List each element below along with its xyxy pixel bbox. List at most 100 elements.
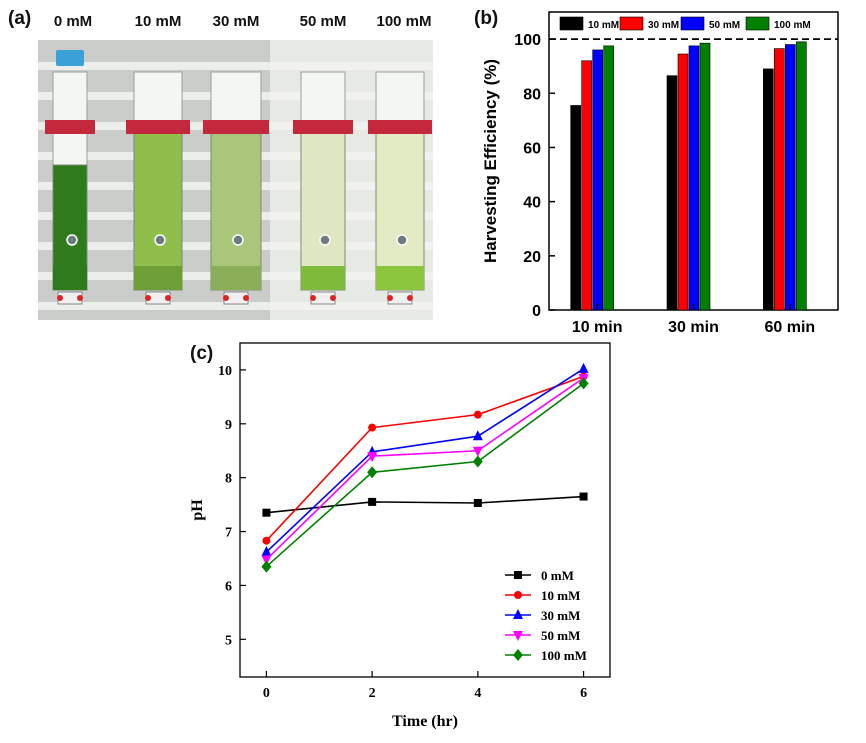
reactor-valve-knob xyxy=(407,295,413,301)
chart-b-legend-swatch xyxy=(559,16,584,31)
chart-b-legend-label: 50 mM xyxy=(709,20,740,31)
chart-b-bar xyxy=(666,75,678,311)
reactor-tube-sediment xyxy=(301,266,345,290)
chart-c-y-axis-label: pH xyxy=(189,499,206,521)
reactor-port xyxy=(66,234,78,246)
chart-c-y-tick-label: 6 xyxy=(225,579,232,594)
photo-rail xyxy=(38,92,433,100)
reactor-clamp xyxy=(45,120,95,134)
reactor-port xyxy=(232,234,244,246)
reactor-tube-sediment xyxy=(53,266,87,290)
chart-c-point xyxy=(367,466,378,479)
photo-rail xyxy=(38,122,433,130)
photo-rail xyxy=(38,302,433,310)
panel-label-b: (b) xyxy=(474,8,499,29)
photo-column-label: 0 mM xyxy=(54,13,92,30)
chart-b-legend-label: 10 mM xyxy=(588,20,619,31)
reactor-tube-glass xyxy=(133,71,183,173)
chart-c-legend-label: 100 mM xyxy=(541,648,587,663)
chart-b-legend-swatch xyxy=(680,16,705,31)
chart-c-point xyxy=(261,560,272,573)
chart-b-legend-swatch xyxy=(745,16,770,31)
reactor-cap xyxy=(56,50,84,66)
photo-background xyxy=(38,40,433,320)
chart-b-bar xyxy=(592,49,603,311)
reactor-clamp xyxy=(203,120,269,134)
chart-c-series-line xyxy=(265,377,585,561)
reactor-tube-glass xyxy=(210,71,262,173)
reactor-tube-culture xyxy=(375,129,425,291)
reactor-clamp xyxy=(293,120,353,134)
reactor-port xyxy=(319,234,331,246)
chart-c-legend-marker xyxy=(514,591,522,599)
reactor-valve-knob xyxy=(310,295,316,301)
chart-c-point xyxy=(578,374,589,385)
chart-c-y-tick-label: 10 xyxy=(218,364,232,379)
chart-c-point xyxy=(473,498,482,507)
reactor-valve-knob xyxy=(145,295,151,301)
reactor-tube-sediment xyxy=(376,266,424,290)
chart-b-y-tick-label: 40 xyxy=(523,195,541,212)
reactor-valve xyxy=(223,291,249,305)
chart-c-point xyxy=(578,377,589,390)
chart-b-bar xyxy=(785,44,796,311)
chart-b-bar xyxy=(796,41,807,311)
panel-label-a: (a) xyxy=(8,8,32,29)
chart-b-y-tick-label: 100 xyxy=(514,32,541,49)
chart-c-y-tick-label: 7 xyxy=(225,526,232,541)
chart-b-x-tick-label: 60 min xyxy=(764,319,815,336)
chart-c-point xyxy=(261,546,272,557)
reactor-port xyxy=(154,234,166,246)
chart-b-x-tick-label: 10 min xyxy=(572,319,623,336)
reactor-valve-knob xyxy=(243,295,249,301)
chart-c-series-line xyxy=(265,382,585,568)
chart-c-series-line xyxy=(266,495,584,514)
chart-c-x-tick-label: 4 xyxy=(474,686,481,701)
chart-c-legend-label: 10 mM xyxy=(541,588,580,603)
chart-c-y-tick-label: 8 xyxy=(225,472,232,487)
reactor-clamp xyxy=(126,120,190,134)
reactor-valve xyxy=(57,291,83,305)
chart-b-bar xyxy=(688,45,700,311)
photo-background-right xyxy=(270,40,433,320)
reactor-valve-knob xyxy=(223,295,229,301)
reactor-valve xyxy=(387,291,413,305)
reactor-clamp xyxy=(368,120,432,134)
chart-b-bar xyxy=(763,68,774,311)
photo-column-label: 50 mM xyxy=(300,13,347,30)
chart-c-x-tick-label: 0 xyxy=(263,686,270,701)
chart-c-y-tick-label: 5 xyxy=(225,633,232,648)
chart-c-legend-label: 0 mM xyxy=(541,568,574,583)
chart-c-point xyxy=(578,362,589,373)
photo-column-label: 100 mM xyxy=(376,13,431,30)
chart-b-y-tick-label: 20 xyxy=(523,249,541,266)
chart-b-y-tick-label: 80 xyxy=(523,86,541,103)
reactor-valve-knob xyxy=(330,295,336,301)
photo-rail xyxy=(38,182,433,190)
chart-b-y-tick-label: 60 xyxy=(523,140,541,157)
photo-rail xyxy=(38,242,433,250)
chart-b-bar xyxy=(603,45,614,311)
reactor-valve xyxy=(145,291,171,305)
photo-rail xyxy=(38,272,433,280)
chart-c-plot-area xyxy=(239,342,611,678)
chart-c-point xyxy=(472,430,483,441)
photo-rail xyxy=(38,212,433,220)
chart-c-point xyxy=(579,492,588,501)
chart-b-y-axis-label: Harvesting Efficiency (%) xyxy=(481,59,500,263)
chart-b-y-tick-label: 0 xyxy=(532,303,541,320)
reactor-tube-culture xyxy=(210,129,262,291)
chart-c-legend-marker xyxy=(513,609,523,619)
reactor-tube-culture xyxy=(300,129,346,291)
chart-c-x-tick-label: 2 xyxy=(369,686,376,701)
chart-c-point xyxy=(262,508,271,517)
chart-c-point xyxy=(261,555,272,566)
chart-c-point xyxy=(262,536,271,545)
chart-c-point xyxy=(367,445,378,456)
chart-c-point xyxy=(367,452,378,463)
photo-column-label: 10 mM xyxy=(135,13,182,30)
chart-c-point xyxy=(368,423,377,432)
chart-b-x-tick-label: 30 min xyxy=(668,319,719,336)
